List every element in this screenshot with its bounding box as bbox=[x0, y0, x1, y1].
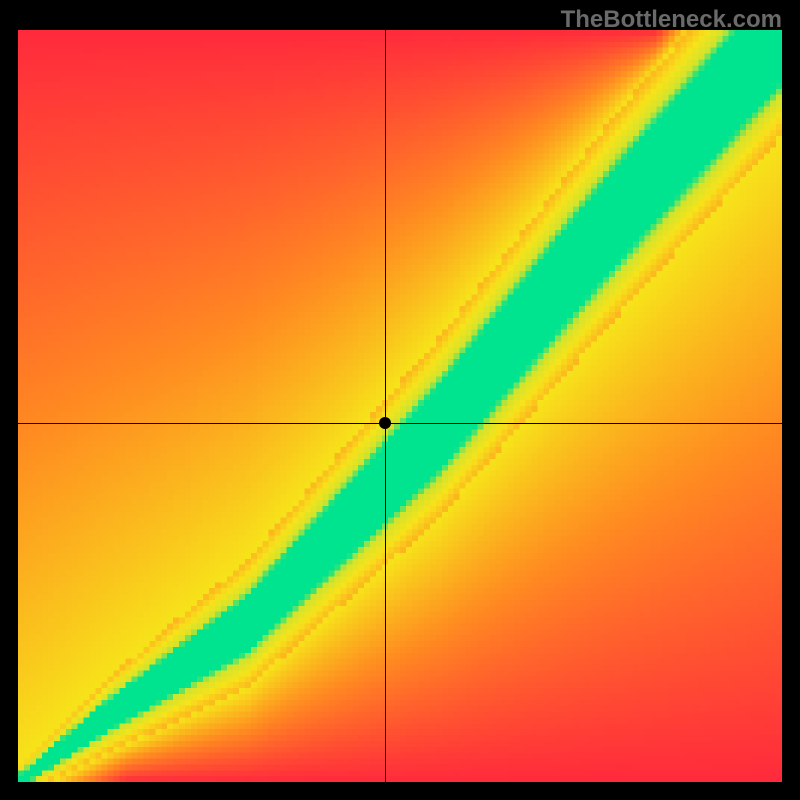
crosshair-vertical bbox=[385, 30, 386, 782]
crosshair-horizontal bbox=[18, 423, 782, 424]
chart-container: TheBottleneck.com bbox=[0, 0, 800, 800]
bottleneck-heatmap bbox=[18, 30, 782, 782]
crosshair-marker-dot bbox=[379, 417, 391, 429]
watermark-text: TheBottleneck.com bbox=[561, 6, 782, 34]
